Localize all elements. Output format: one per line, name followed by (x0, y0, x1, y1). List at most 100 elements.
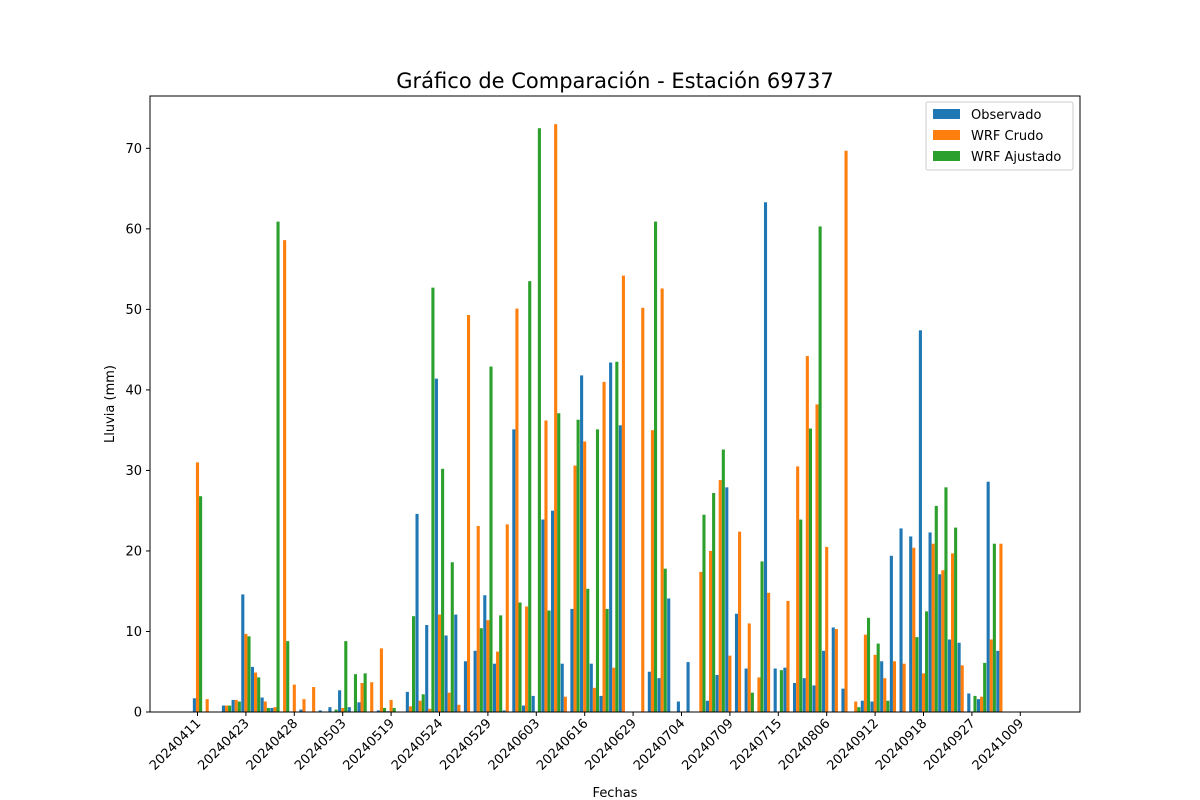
bar-observado (976, 699, 981, 712)
bar-observado (231, 699, 235, 712)
bar-wrf-crudo (767, 592, 771, 712)
bar-wrf-ajustado (237, 701, 241, 712)
bar-wrf-ajustado (799, 519, 803, 712)
legend-label-wrf-ajustado: WRF Ajustado (971, 150, 1061, 165)
bar-wrf-crudo (602, 381, 606, 712)
bar-wrf-crudo (544, 420, 548, 712)
y-tick-label: 70 (125, 142, 142, 157)
bar-wrf-ajustado (654, 221, 658, 712)
bar-wrf-crudo (728, 655, 732, 712)
bar-wrf-ajustado (721, 449, 725, 712)
bar-wrf-crudo (263, 701, 267, 712)
bar-observado (221, 705, 225, 712)
legend-swatch-observado (933, 109, 960, 119)
y-axis-label: Lluvia (mm) (103, 365, 118, 443)
bar-wrf-crudo (641, 307, 645, 712)
bar-wrf-ajustado (944, 487, 948, 712)
bar-observado (996, 650, 1000, 712)
bar-wrf-ajustado (431, 287, 435, 712)
bar-observado (938, 574, 942, 712)
bar-wrf-crudo (863, 634, 867, 712)
bar-wrf-ajustado (363, 673, 367, 712)
bar-wrf-ajustado (973, 695, 977, 712)
bar-wrf-crudo (505, 524, 509, 712)
y-tick-label: 20 (125, 544, 142, 559)
bar-wrf-ajustado (547, 610, 551, 712)
bar-observado (492, 663, 497, 712)
bar-wrf-ajustado (479, 628, 483, 712)
bar-observado (841, 688, 845, 712)
bar-observado (531, 695, 535, 712)
bar-wrf-crudo (254, 672, 258, 712)
bar-wrf-ajustado (421, 694, 425, 712)
bar-wrf-crudo (921, 673, 926, 712)
bar-wrf-ajustado (992, 543, 996, 712)
bar-wrf-ajustado (983, 662, 987, 712)
bar-observado (415, 513, 419, 712)
bar-observado (463, 661, 467, 712)
bar-wrf-crudo (389, 699, 393, 712)
bar-wrf-ajustado (266, 707, 270, 712)
bar-observado (376, 710, 380, 712)
x-axis-label: Fechas (593, 786, 638, 800)
bar-observado (676, 701, 680, 712)
bar-wrf-ajustado (382, 707, 387, 712)
bar-wrf-crudo (302, 699, 306, 712)
bar-observado (657, 678, 661, 712)
bar-observado (822, 650, 826, 712)
bar-wrf-ajustado (915, 637, 919, 712)
bar-observado (909, 536, 913, 712)
bar-wrf-ajustado (605, 608, 609, 712)
bar-wrf-crudo (796, 466, 800, 712)
bar-wrf-ajustado (247, 636, 251, 712)
bar-wrf-crudo (379, 648, 383, 712)
y-tick-label: 30 (125, 464, 142, 479)
bar-observado (793, 683, 797, 712)
bar-wrf-ajustado (663, 568, 667, 712)
bar-observado (444, 635, 448, 712)
bar-wrf-crudo (437, 614, 442, 712)
bar-observado (802, 678, 806, 712)
legend-label-observado: Observado (971, 108, 1042, 123)
bar-wrf-crudo (486, 620, 490, 712)
y-axis: 0 10 20 30 40 50 60 70 (125, 142, 150, 721)
bar-wrf-ajustado (615, 361, 619, 712)
bar-observado (667, 598, 671, 712)
bar-observado (318, 710, 322, 712)
bar-wrf-ajustado (392, 707, 396, 712)
bar-wrf-crudo (960, 665, 964, 712)
bar-wrf-ajustado (808, 428, 812, 712)
bar-wrf-crudo (931, 543, 935, 712)
bar-wrf-ajustado (857, 707, 861, 712)
bar-wrf-crudo (476, 525, 480, 712)
bar-wrf-crudo (708, 550, 713, 712)
bar-wrf-crudo (650, 430, 655, 712)
bar-observado (870, 701, 874, 712)
bar-observado (521, 705, 526, 712)
bar-observado (357, 702, 361, 712)
bar-wrf-ajustado (334, 709, 338, 712)
bar-wrf-crudo (757, 677, 761, 712)
bar-observado (734, 613, 739, 712)
bar-wrf-crudo (854, 701, 858, 712)
bar-wrf-crudo (834, 629, 838, 712)
bar-wrf-crudo (496, 651, 500, 712)
bar-observado (192, 698, 196, 712)
bar-observado (783, 667, 787, 712)
bar-wrf-crudo (718, 480, 722, 712)
bar-observado (241, 594, 245, 712)
bar-wrf-ajustado (750, 692, 754, 712)
bar-wrf-crudo (466, 315, 471, 712)
bar-observado (947, 639, 951, 712)
bar-observado (502, 710, 506, 712)
bar-wrf-ajustado (760, 561, 764, 712)
bar-wrf-crudo (515, 308, 519, 712)
bar-wrf-crudo (815, 404, 819, 712)
legend: Observado WRF Crudo WRF Ajustado (925, 101, 1074, 171)
bar-observado (250, 666, 255, 712)
bar-wrf-ajustado (499, 615, 503, 712)
bar-wrf-crudo (360, 683, 364, 712)
bar-wrf-ajustado (925, 611, 929, 712)
bar-wrf-crudo (980, 696, 984, 712)
